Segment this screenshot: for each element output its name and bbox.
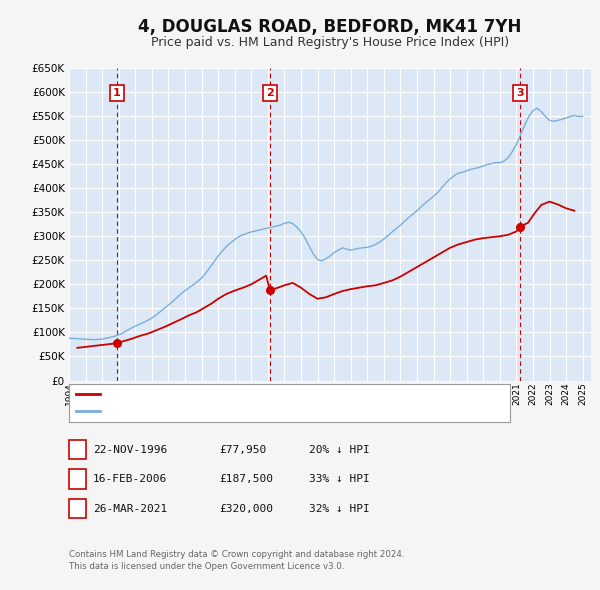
- Text: 16-FEB-2006: 16-FEB-2006: [93, 474, 167, 484]
- Text: 33% ↓ HPI: 33% ↓ HPI: [309, 474, 370, 484]
- Text: £187,500: £187,500: [219, 474, 273, 484]
- Text: 1: 1: [113, 88, 121, 98]
- Text: £320,000: £320,000: [219, 504, 273, 513]
- Text: 4, DOUGLAS ROAD, BEDFORD, MK41 7YH: 4, DOUGLAS ROAD, BEDFORD, MK41 7YH: [139, 18, 521, 35]
- Text: 4, DOUGLAS ROAD, BEDFORD, MK41 7YH (detached house): 4, DOUGLAS ROAD, BEDFORD, MK41 7YH (deta…: [105, 389, 424, 399]
- Text: Contains HM Land Registry data © Crown copyright and database right 2024.: Contains HM Land Registry data © Crown c…: [69, 550, 404, 559]
- Text: 32% ↓ HPI: 32% ↓ HPI: [309, 504, 370, 513]
- Text: This data is licensed under the Open Government Licence v3.0.: This data is licensed under the Open Gov…: [69, 562, 344, 571]
- Text: 20% ↓ HPI: 20% ↓ HPI: [309, 445, 370, 454]
- Text: 2: 2: [74, 474, 81, 484]
- Text: 26-MAR-2021: 26-MAR-2021: [93, 504, 167, 513]
- Text: HPI: Average price, detached house, Bedford: HPI: Average price, detached house, Bedf…: [105, 407, 374, 417]
- Text: 3: 3: [517, 88, 524, 98]
- Text: 1: 1: [74, 445, 81, 454]
- Text: Price paid vs. HM Land Registry's House Price Index (HPI): Price paid vs. HM Land Registry's House …: [151, 36, 509, 49]
- Text: £77,950: £77,950: [219, 445, 266, 454]
- Text: 22-NOV-1996: 22-NOV-1996: [93, 445, 167, 454]
- Text: 2: 2: [266, 88, 274, 98]
- Text: 3: 3: [74, 504, 81, 513]
